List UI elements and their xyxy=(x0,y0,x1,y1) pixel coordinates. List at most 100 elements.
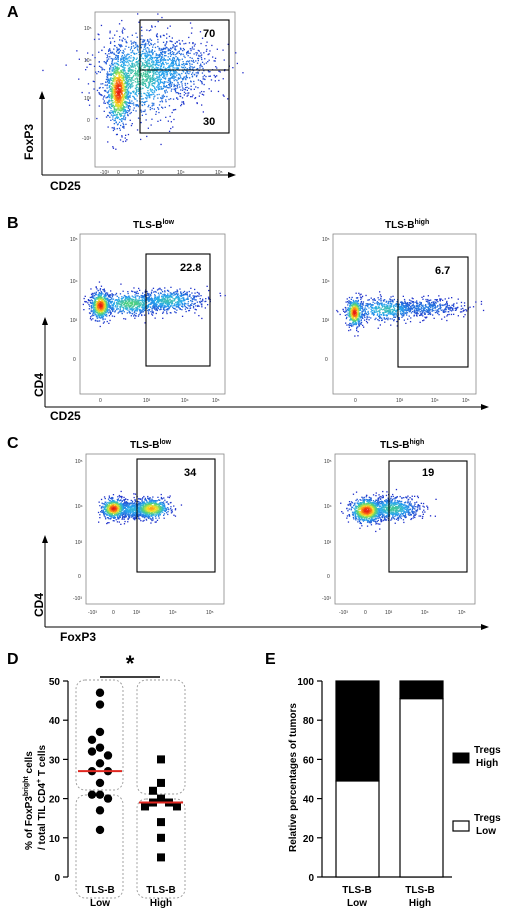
density-dot xyxy=(144,294,146,296)
density-dot xyxy=(119,308,121,310)
density-dot xyxy=(122,104,124,107)
density-dot xyxy=(113,107,115,109)
density-dot xyxy=(133,300,135,302)
density-dot xyxy=(117,87,119,89)
density-dot xyxy=(173,74,175,76)
density-dot xyxy=(189,294,191,296)
density-dot xyxy=(121,120,123,122)
density-dot xyxy=(202,298,204,300)
density-dot xyxy=(213,74,215,77)
density-dot xyxy=(140,46,142,48)
density-dot xyxy=(140,91,142,93)
density-dot xyxy=(162,301,164,303)
density-dot xyxy=(135,61,137,64)
density-dot xyxy=(120,91,122,93)
density-dot xyxy=(98,38,100,40)
density-dot xyxy=(131,71,133,73)
density-dot xyxy=(151,63,154,65)
density-dot xyxy=(111,95,113,98)
density-dot xyxy=(190,287,192,289)
density-dot xyxy=(128,68,131,70)
density-dot xyxy=(138,93,140,95)
density-dot xyxy=(434,311,437,314)
density-dot xyxy=(132,306,134,308)
density-dot xyxy=(198,95,200,97)
density-dot xyxy=(421,312,423,314)
density-dot xyxy=(144,306,146,308)
density-dot xyxy=(174,42,176,44)
density-dot xyxy=(133,298,135,301)
density-dot xyxy=(108,101,110,103)
density-dot xyxy=(141,79,143,81)
density-dot xyxy=(98,298,101,300)
density-dot xyxy=(90,307,92,309)
density-dot xyxy=(205,50,208,52)
density-dot xyxy=(207,61,209,63)
density-dot xyxy=(111,293,113,295)
density-dot xyxy=(123,66,125,68)
density-dot xyxy=(109,298,112,301)
density-dot xyxy=(129,304,131,307)
density-dot xyxy=(125,111,127,114)
density-dot xyxy=(113,95,115,97)
density-dot xyxy=(129,60,131,62)
density-dot xyxy=(149,58,152,60)
density-dot xyxy=(112,80,114,82)
density-dot xyxy=(151,49,153,51)
density-dot xyxy=(186,51,189,53)
density-dot xyxy=(119,49,122,52)
density-dot xyxy=(132,296,134,298)
density-dot xyxy=(156,303,158,306)
density-dot xyxy=(180,292,183,295)
density-dot xyxy=(437,310,439,312)
density-dot xyxy=(112,73,114,75)
density-dot xyxy=(171,51,174,53)
density-dot xyxy=(208,298,210,300)
density-dot xyxy=(130,308,133,310)
density-dot xyxy=(169,301,171,303)
density-dot xyxy=(108,50,110,52)
density-dot xyxy=(130,55,132,57)
density-dot xyxy=(125,296,128,298)
density-dot xyxy=(163,82,166,84)
density-dot xyxy=(381,317,383,319)
density-dot xyxy=(109,85,111,87)
density-dot xyxy=(92,80,94,82)
density-dot xyxy=(191,27,193,29)
density-dot xyxy=(144,65,147,67)
density-dot xyxy=(183,290,186,293)
density-dot xyxy=(144,290,146,293)
density-dot xyxy=(105,308,108,310)
density-dot xyxy=(109,67,111,69)
density-dot xyxy=(119,309,121,311)
density-dot xyxy=(173,63,175,65)
density-dot xyxy=(192,307,195,309)
density-dot xyxy=(110,312,112,314)
density-dot xyxy=(191,57,193,59)
density-dot xyxy=(116,303,118,305)
density-dot xyxy=(119,114,121,116)
density-dot xyxy=(194,288,196,291)
density-dot xyxy=(109,70,111,72)
density-dot xyxy=(124,296,127,298)
density-dot xyxy=(121,81,123,84)
density-dot xyxy=(146,294,148,296)
density-dot xyxy=(116,98,118,100)
density-dot xyxy=(134,300,136,302)
density-dot xyxy=(130,40,132,42)
density-dot xyxy=(149,108,151,111)
density-dot xyxy=(166,305,168,307)
density-dot xyxy=(130,308,132,311)
density-dot xyxy=(98,314,100,316)
density-dot xyxy=(97,33,99,35)
density-dot xyxy=(109,97,111,99)
density-dot xyxy=(117,101,119,104)
density-dot xyxy=(157,41,159,43)
density-dot xyxy=(105,81,107,83)
density-dot xyxy=(114,77,116,79)
density-dot xyxy=(156,54,158,56)
density-dot xyxy=(124,70,126,72)
density-dot xyxy=(118,108,120,110)
density-dot xyxy=(148,82,151,84)
density-dot xyxy=(201,61,204,63)
